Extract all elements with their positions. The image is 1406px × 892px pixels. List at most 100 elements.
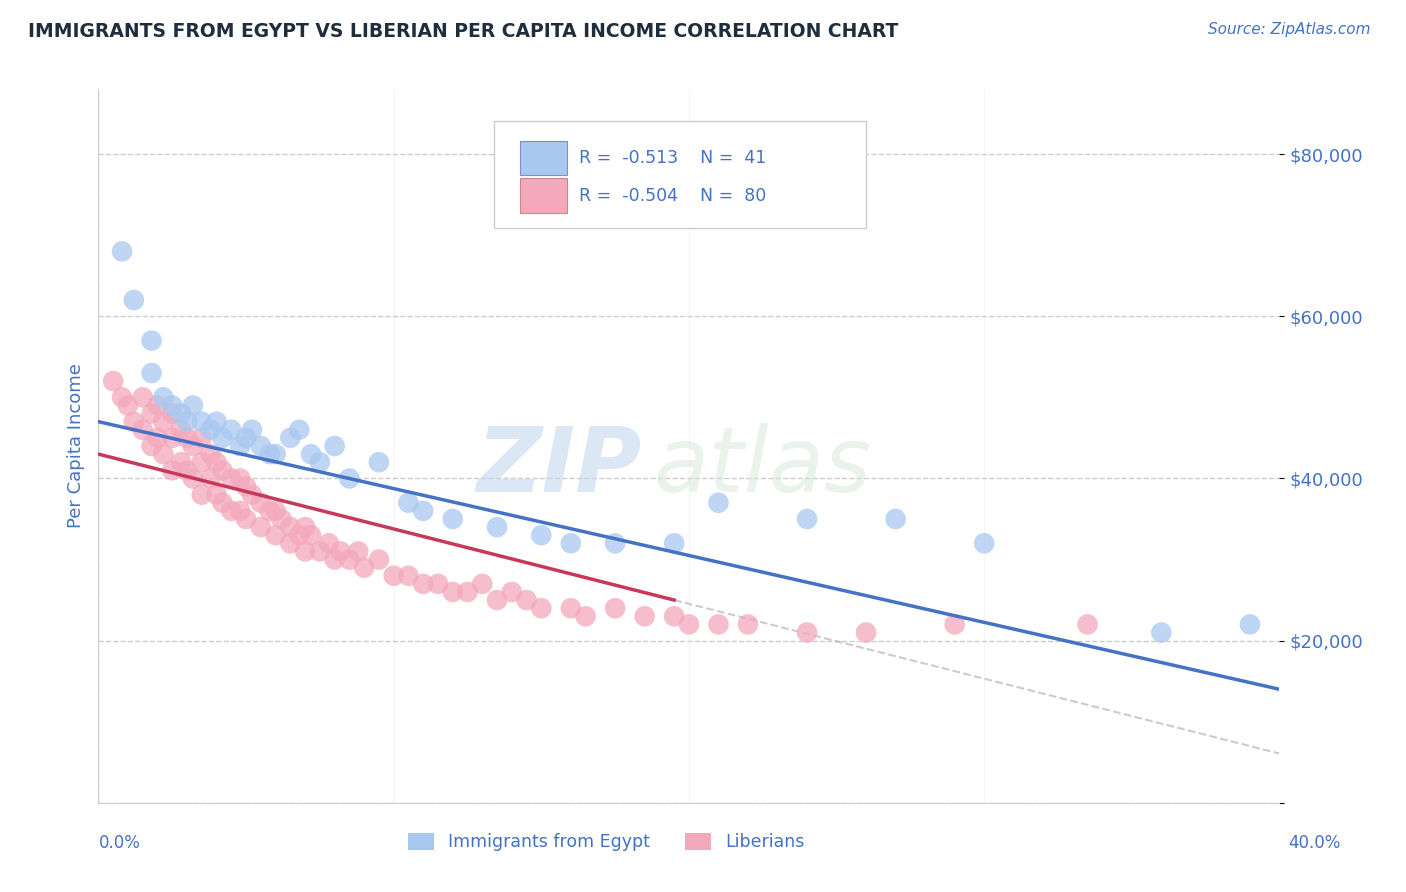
- Point: [605, 601, 627, 615]
- Point: [678, 617, 700, 632]
- Point: [398, 496, 420, 510]
- Point: [211, 496, 233, 510]
- Point: [200, 471, 222, 485]
- Point: [152, 415, 174, 429]
- Point: [152, 447, 174, 461]
- Point: [259, 504, 281, 518]
- Point: [707, 496, 730, 510]
- Point: [141, 366, 163, 380]
- Point: [412, 504, 434, 518]
- Point: [530, 601, 553, 615]
- Point: [264, 528, 287, 542]
- Point: [132, 390, 155, 404]
- Point: [264, 504, 287, 518]
- Point: [796, 625, 818, 640]
- Point: [181, 471, 204, 485]
- Point: [796, 512, 818, 526]
- Point: [664, 609, 686, 624]
- Point: [339, 471, 361, 485]
- Point: [1077, 617, 1099, 632]
- Point: [382, 568, 405, 582]
- Point: [441, 512, 464, 526]
- Text: atlas: atlas: [654, 424, 872, 511]
- Point: [211, 431, 233, 445]
- Point: [176, 431, 198, 445]
- Point: [884, 512, 907, 526]
- Point: [181, 439, 204, 453]
- Point: [191, 488, 214, 502]
- Point: [973, 536, 995, 550]
- Point: [486, 593, 509, 607]
- Point: [530, 528, 553, 542]
- Text: ZIP: ZIP: [477, 424, 641, 511]
- Point: [471, 577, 494, 591]
- Point: [141, 439, 163, 453]
- Point: [146, 431, 169, 445]
- Point: [132, 423, 155, 437]
- Point: [294, 520, 316, 534]
- Text: 0.0%: 0.0%: [98, 834, 141, 852]
- Point: [141, 407, 163, 421]
- Point: [634, 609, 657, 624]
- Text: Source: ZipAtlas.com: Source: ZipAtlas.com: [1208, 22, 1371, 37]
- Point: [412, 577, 434, 591]
- Point: [103, 374, 125, 388]
- Point: [264, 447, 287, 461]
- Point: [250, 496, 273, 510]
- Point: [111, 390, 134, 404]
- Point: [162, 431, 183, 445]
- Point: [229, 439, 252, 453]
- Point: [250, 520, 273, 534]
- Point: [318, 536, 340, 550]
- Text: R =  -0.504    N =  80: R = -0.504 N = 80: [579, 186, 766, 204]
- Point: [501, 585, 523, 599]
- Point: [191, 415, 214, 429]
- Point: [664, 536, 686, 550]
- Point: [117, 399, 139, 413]
- Point: [211, 463, 233, 477]
- Point: [235, 479, 257, 493]
- Point: [111, 244, 134, 259]
- Point: [309, 455, 332, 469]
- Point: [235, 512, 257, 526]
- Point: [737, 617, 759, 632]
- Point: [170, 407, 193, 421]
- Point: [1150, 625, 1173, 640]
- Point: [235, 431, 257, 445]
- Text: IMMIGRANTS FROM EGYPT VS LIBERIAN PER CAPITA INCOME CORRELATION CHART: IMMIGRANTS FROM EGYPT VS LIBERIAN PER CA…: [28, 22, 898, 41]
- Point: [339, 552, 361, 566]
- Point: [323, 552, 346, 566]
- Point: [280, 520, 302, 534]
- Point: [280, 536, 302, 550]
- FancyBboxPatch shape: [520, 178, 567, 212]
- Point: [229, 471, 252, 485]
- Point: [221, 471, 243, 485]
- Point: [1239, 617, 1261, 632]
- Point: [176, 415, 198, 429]
- Point: [323, 439, 346, 453]
- Point: [176, 463, 198, 477]
- Y-axis label: Per Capita Income: Per Capita Income: [66, 364, 84, 528]
- Point: [205, 488, 228, 502]
- Point: [205, 455, 228, 469]
- Point: [943, 617, 966, 632]
- Point: [270, 512, 292, 526]
- Point: [288, 423, 311, 437]
- Point: [707, 617, 730, 632]
- Point: [398, 568, 420, 582]
- Point: [181, 399, 204, 413]
- Point: [221, 423, 243, 437]
- Point: [457, 585, 479, 599]
- Point: [855, 625, 877, 640]
- Point: [294, 544, 316, 558]
- Point: [486, 520, 509, 534]
- Point: [205, 415, 228, 429]
- Point: [191, 455, 214, 469]
- FancyBboxPatch shape: [494, 121, 866, 228]
- Point: [240, 488, 263, 502]
- Point: [162, 399, 183, 413]
- Point: [353, 560, 375, 574]
- Point: [299, 447, 322, 461]
- Point: [200, 423, 222, 437]
- Point: [329, 544, 352, 558]
